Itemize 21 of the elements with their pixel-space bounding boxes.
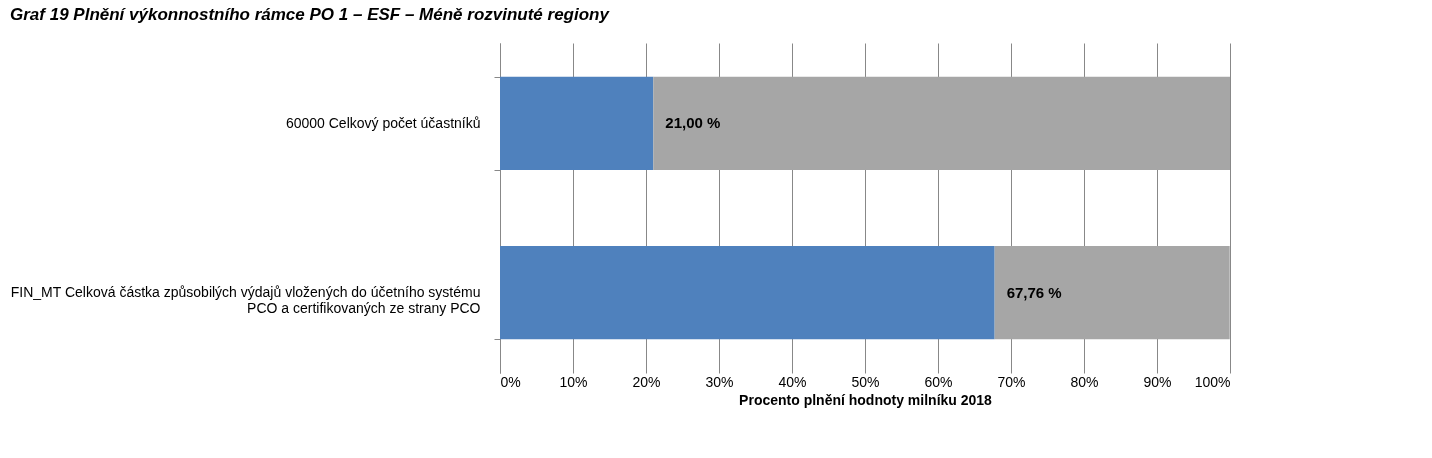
x-tick-label: 80% [1070, 373, 1099, 390]
x-axis-title: Procento plnění hodnoty milníku 2018 [739, 391, 993, 408]
data-label: 67,76 % [1006, 283, 1062, 301]
y-tick-label: 60000 Celkový počet účastníků [285, 114, 481, 131]
x-tick-label: 100% [1194, 373, 1231, 390]
x-tick-label: 40% [778, 373, 807, 390]
text: Graf 19 Plnění výkonnostního rámce PO 1 – ESF – Méně rozvinuté regiony [10, 5, 611, 24]
x-tick-label: 0% [500, 373, 521, 390]
x-tick-label: 90% [1143, 373, 1172, 390]
x-tick-label: 50% [851, 373, 880, 390]
x-tick-label: 10% [559, 373, 588, 390]
bar [500, 76, 654, 170]
bar [500, 246, 995, 340]
bar [653, 76, 1230, 170]
data-label: 21,00 % [665, 114, 721, 132]
bar [994, 246, 1230, 340]
x-tick-label: 30% [705, 373, 734, 390]
x-tick-label: 60% [924, 373, 953, 390]
x-tick-label: 70% [997, 373, 1026, 390]
y-tick-label: FIN_MT Celková částka způsobilých výdajů vložených do účetního systému PCO a certifikovaných ze strany PCO [10, 284, 481, 317]
x-tick-label: 20% [632, 373, 661, 390]
